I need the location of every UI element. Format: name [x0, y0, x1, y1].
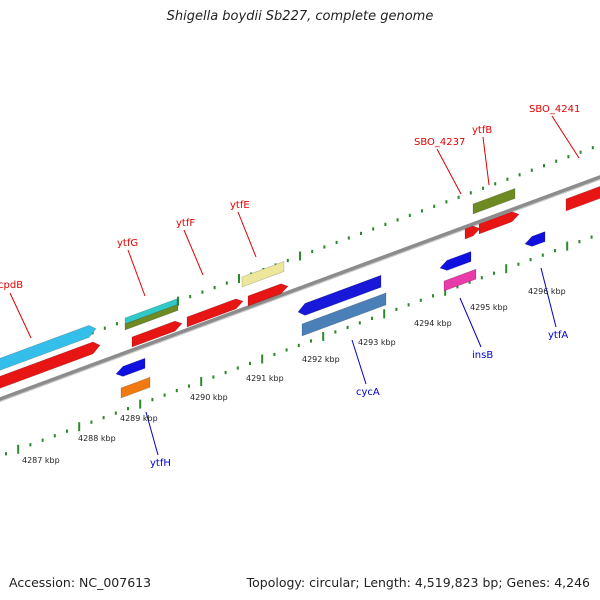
ytfF-arrow: [186, 298, 244, 328]
forward-gene-label: ytfE: [230, 200, 250, 211]
gene-arrow: [443, 268, 477, 292]
tick-label: 4295 kbp: [470, 303, 508, 312]
gene-arrow: [478, 211, 520, 235]
tick-label: 4291 kbp: [246, 374, 284, 383]
accession-label: Accession: NC_007613: [9, 575, 152, 590]
forward-gene-label: ytfB: [472, 125, 492, 136]
reverse-gene-label: cycA: [356, 387, 380, 398]
insB-arrow: [439, 251, 472, 271]
reverse-gene-label: ytfA: [548, 330, 568, 341]
cpdB-arrow: [0, 325, 97, 371]
tick-label: 4292 kbp: [302, 355, 340, 364]
ytfE-arrow: [241, 261, 285, 288]
forward-callout-line: [127, 249, 146, 297]
gene-labels-group: cpdB ytfG ytfF ytfE SBO_4237 ytfB SBO_4241 ytfH…: [0, 104, 580, 469]
tick-label: 4288 kbp: [78, 434, 116, 443]
ytfH-arrow: [115, 357, 146, 377]
map-title: Shigella boydii Sb227, complete genome: [166, 9, 434, 24]
forward-callout-line: [551, 115, 580, 159]
tick-label: 4293 kbp: [358, 338, 396, 347]
gene-arrow: [120, 376, 151, 399]
gene-arrow: [0, 341, 101, 389]
tick-label: 4294 kbp: [414, 319, 452, 328]
forward-callout-line: [9, 292, 32, 339]
gene-arrow: [301, 292, 387, 337]
gene-arrow: [124, 303, 179, 331]
reverse-callout-line: [540, 267, 557, 328]
reverse-callout-line: [351, 339, 367, 385]
tick-label: 4287 kbp: [22, 456, 60, 465]
tick-label: 4289 kbp: [120, 414, 158, 423]
forward-callout-line: [237, 211, 257, 258]
forward-gene-label: cpdB: [0, 280, 23, 291]
tick-labels-group: 4287 kbp 4288 kbp 4289 kbp 4290 kbp 4291 kbp…: [22, 287, 566, 465]
forward-callout-line: [183, 229, 204, 276]
forward-gene-label: ytfF: [176, 218, 195, 229]
feature-arrows-group: [0, 186, 600, 399]
ytfG-arrow: [124, 298, 178, 325]
gene-arrow: [247, 283, 289, 307]
ytfB-arrow: [472, 188, 516, 215]
forward-gene-label: SBO_4237: [414, 137, 465, 148]
genome-stats-label: Topology: circular; Length: 4,519,823 bp…: [246, 575, 590, 590]
ytfA-arrow: [524, 231, 546, 247]
SBO_4241-arrow: [565, 186, 600, 212]
backbone-line: [0, 175, 600, 401]
forward-gene-label: SBO_4241: [529, 104, 580, 115]
callout-lines-group: [9, 115, 580, 456]
forward-callout-line: [482, 136, 490, 186]
reverse-gene-label: ytfH: [150, 458, 171, 469]
SBO_4237-arrow: [464, 225, 481, 240]
tick-label: 4290 kbp: [190, 393, 228, 402]
forward-gene-label: ytfG: [117, 238, 138, 249]
reverse-callout-line: [459, 297, 482, 348]
forward-callout-line: [436, 148, 462, 195]
tick-label: 4296 kbp: [528, 287, 566, 296]
cycA-arrow: [297, 274, 382, 316]
reverse-gene-label: insB: [472, 350, 493, 361]
tick-marks-group: [5, 146, 594, 456]
backbone-group: [0, 175, 600, 403]
gene-arrow: [131, 320, 183, 348]
reverse-callout-line: [145, 411, 159, 456]
